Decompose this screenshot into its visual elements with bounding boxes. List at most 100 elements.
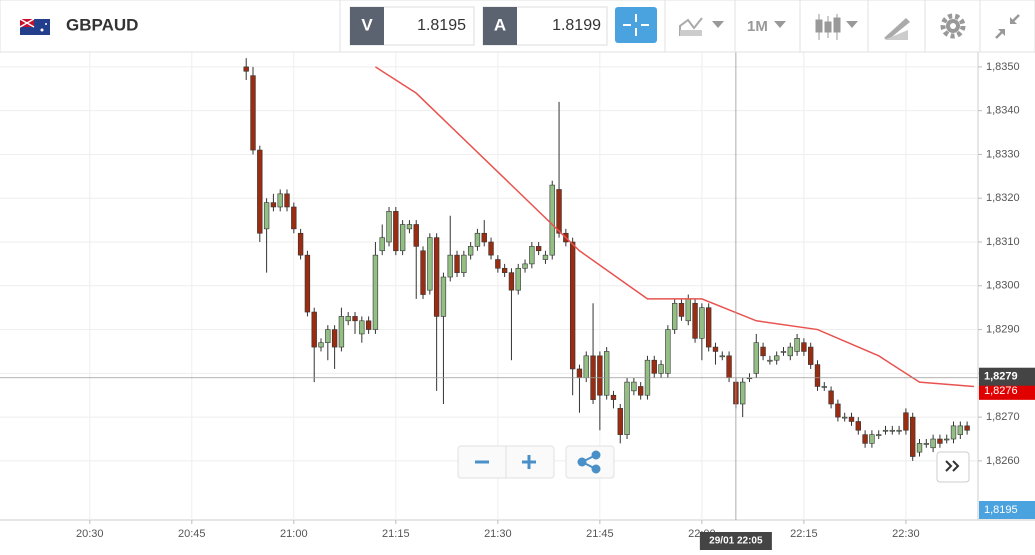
- candle-body: [916, 443, 923, 453]
- toolbar: GBPAUD V 1.8195 A 1.8199 1M: [0, 0, 1035, 53]
- candle-body: [767, 359, 773, 362]
- candle-body: [488, 241, 494, 256]
- candle-body: [610, 394, 617, 400]
- candle-body: [699, 307, 705, 339]
- candle-body: [814, 364, 821, 387]
- candle-body: [876, 434, 882, 436]
- last-price-label: 1,8276: [984, 385, 1018, 397]
- zoom-controls: [457, 445, 970, 483]
- candle-body: [835, 403, 841, 418]
- candle-body: [399, 224, 406, 252]
- candle-body: [889, 429, 895, 432]
- candle-body: [345, 316, 351, 322]
- candle-body: [801, 342, 807, 352]
- candle-body: [318, 342, 324, 348]
- crosshair-y-box: [979, 367, 1035, 386]
- candle-body: [243, 66, 249, 72]
- candle-body: [787, 346, 793, 357]
- settings-button[interactable]: [940, 13, 966, 39]
- x-tick-label: 20:30: [76, 528, 104, 540]
- x-tick-label: 21:45: [586, 528, 614, 540]
- candle-body: [447, 254, 453, 278]
- candle-body: [671, 302, 678, 330]
- candle-body: [740, 381, 746, 405]
- candle-body: [474, 232, 481, 247]
- y-tick-label: 1,8320: [986, 192, 1020, 204]
- candle-body: [535, 246, 542, 252]
- candle-body: [603, 351, 610, 396]
- candle-body: [325, 329, 331, 343]
- last-price-box: [979, 381, 1035, 400]
- y-tick-label: 1,8290: [986, 323, 1020, 335]
- collapse-button[interactable]: [995, 14, 1020, 39]
- candle-body: [848, 416, 855, 422]
- candle-body: [467, 246, 474, 256]
- candle-body: [774, 355, 780, 361]
- x-tick-label: 22:30: [892, 528, 920, 540]
- candle-body: [522, 263, 528, 269]
- candle-body: [352, 316, 358, 322]
- grid: 1,82601,82701,82801,82901,83001,83101,83…: [0, 52, 1035, 540]
- candle-body: [964, 425, 970, 431]
- candle-body: [556, 189, 562, 234]
- candle-body: [250, 75, 256, 151]
- candle-body: [529, 246, 535, 265]
- ask-tag: [483, 7, 517, 45]
- candle-body: [855, 421, 861, 431]
- candle-body: [712, 346, 719, 352]
- chart-type-button[interactable]: [679, 17, 724, 36]
- x-tick-label: 21:00: [280, 528, 308, 540]
- y-tick-label: 1,8310: [986, 236, 1020, 248]
- x-tick-label: 21:15: [382, 528, 410, 540]
- candle-type-button[interactable]: [815, 14, 858, 40]
- ask-price: 1.8199: [552, 17, 601, 34]
- candle-body: [869, 434, 875, 444]
- candle-body: [685, 298, 691, 322]
- y-tick-label: 1,8270: [986, 411, 1020, 423]
- y-tick-label: 1,8350: [986, 61, 1020, 73]
- x-tick-label: 22:15: [790, 528, 818, 540]
- candle-body: [624, 381, 630, 435]
- candle-body: [678, 302, 685, 317]
- candle-body: [631, 381, 637, 392]
- timeframe-button[interactable]: 1M: [747, 18, 786, 35]
- candle-body: [257, 149, 263, 234]
- candle-body: [549, 184, 555, 256]
- crosshair-y-label: 1,8279: [984, 371, 1018, 383]
- share-button[interactable]: [565, 445, 615, 479]
- candle-body: [270, 202, 277, 208]
- candle-body: [386, 211, 392, 243]
- scroll-right-button[interactable]: [936, 451, 970, 483]
- candle-body: [501, 267, 508, 273]
- timeframe: 1M: [747, 18, 768, 35]
- candle-body: [440, 276, 447, 317]
- candle-body: [903, 412, 909, 431]
- bid-label: V: [361, 15, 373, 34]
- drawing-button[interactable]: [884, 18, 910, 40]
- candle-body: [930, 438, 936, 449]
- y-tick-label: 1,8330: [986, 148, 1020, 160]
- plot: 1,82601,82701,82801,82901,83001,83101,83…: [0, 52, 1035, 550]
- candle-body: [311, 311, 317, 348]
- candle-body: [583, 355, 589, 379]
- candle-body: [291, 206, 297, 230]
- zoom-in[interactable]: [522, 455, 536, 469]
- candle-body: [359, 320, 365, 335]
- candle-body: [950, 425, 957, 440]
- ask-label: A: [494, 15, 506, 34]
- crosshair-button[interactable]: [615, 7, 657, 43]
- candle-body: [896, 429, 902, 432]
- candle-body: [454, 254, 460, 273]
- candle-body: [923, 443, 929, 445]
- candle-body: [651, 359, 657, 374]
- candle-body: [379, 237, 385, 252]
- candle-body: [842, 416, 848, 419]
- candle-body: [780, 351, 787, 353]
- candle-body: [882, 429, 889, 432]
- candle-body: [637, 386, 644, 396]
- candle-body: [263, 202, 270, 230]
- x-tick-label: 20:45: [178, 528, 206, 540]
- candle-body: [420, 250, 426, 295]
- candle-body: [406, 224, 413, 230]
- candle-body: [658, 364, 664, 374]
